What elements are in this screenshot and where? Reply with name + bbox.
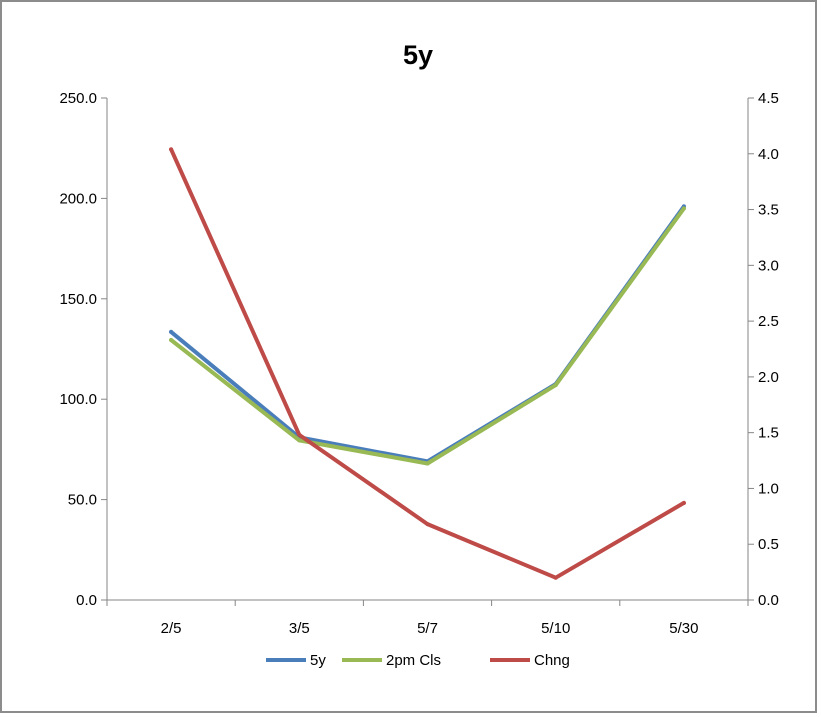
- data-point: [297, 432, 302, 437]
- right-tick-label: 4.0: [758, 146, 779, 163]
- left-tick-label: 50.0: [68, 492, 97, 509]
- right-tick-label: 2.5: [758, 313, 779, 330]
- left-tick-label: 250.0: [59, 90, 97, 107]
- data-point: [169, 147, 174, 152]
- data-point: [425, 461, 430, 466]
- left-tick-label: 0.0: [76, 592, 97, 609]
- right-tick-label: 0.0: [758, 592, 779, 609]
- series-line-1: [169, 206, 686, 466]
- x-tick-label: 5/10: [541, 620, 570, 637]
- legend-label: Chng: [534, 652, 570, 669]
- right-tick-label: 2.0: [758, 369, 779, 386]
- left-tick-label: 150.0: [59, 291, 97, 308]
- series-line-2: [169, 147, 686, 580]
- data-point: [681, 206, 686, 211]
- x-tick-label: 2/5: [161, 620, 182, 637]
- right-tick-label: 3.0: [758, 257, 779, 274]
- legend-label: 5y: [310, 652, 326, 669]
- right-tick-label: 1.0: [758, 480, 779, 497]
- axes: 0.0 50.0 100.0 150.0 200.0 250.0 0.0 0.5 1.0 1.5 2…: [59, 90, 778, 637]
- right-tick-label: 0.5: [758, 536, 779, 553]
- right-tick-label: 4.5: [758, 90, 779, 107]
- series-line-0: [169, 204, 686, 464]
- right-tick-label: 3.5: [758, 202, 779, 219]
- data-point: [425, 522, 430, 527]
- data-point: [169, 337, 174, 342]
- data-point: [553, 575, 558, 580]
- data-point: [169, 329, 174, 334]
- series-lines: [169, 147, 686, 580]
- x-tick-label: 5/30: [669, 620, 698, 637]
- x-tick-label: 3/5: [289, 620, 310, 637]
- chart-title: 5y: [403, 40, 433, 70]
- left-tick-label: 100.0: [59, 391, 97, 408]
- left-tick-label: 200.0: [59, 190, 97, 207]
- right-tick-label: 1.5: [758, 425, 779, 442]
- data-point: [297, 438, 302, 443]
- legend-label: 2pm Cls: [386, 652, 441, 669]
- legend: 5y 2pm Cls Chng: [266, 652, 570, 669]
- data-point: [553, 383, 558, 388]
- data-point: [681, 500, 686, 505]
- x-tick-label: 5/7: [417, 620, 438, 637]
